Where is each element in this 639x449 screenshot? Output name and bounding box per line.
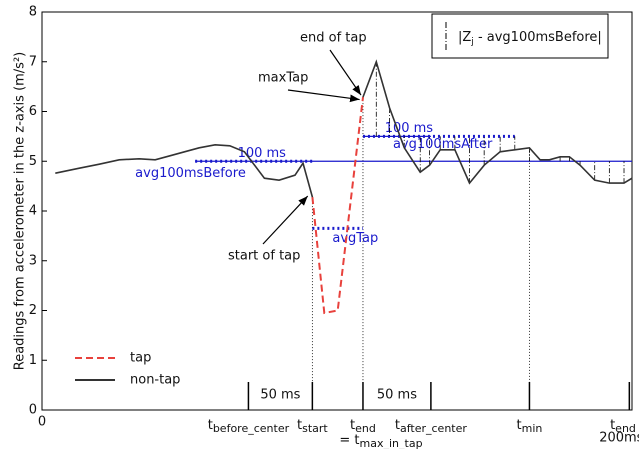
time-marker-label: tbefore_center — [208, 418, 290, 436]
span-label: 50 ms — [377, 388, 417, 403]
y-axis-label: Readings from accelerometer in the z-axi… — [13, 52, 28, 371]
y-tick-label: 4 — [29, 204, 37, 219]
y-tick-label: 8 — [29, 5, 37, 20]
average-label: avg100msAfter — [393, 137, 493, 152]
time-marker-t: t — [208, 418, 213, 433]
y-tick-label: 5 — [29, 154, 37, 169]
y-tick-label: 2 — [29, 303, 37, 318]
span-label: 50 ms — [260, 388, 300, 403]
annotation-text: start of tap — [228, 249, 300, 264]
time-marker-t: t — [350, 418, 355, 433]
legend-box-label: |Zj - avg100msBefore| — [458, 30, 602, 47]
y-tick-label: 7 — [29, 54, 37, 69]
span-label-100: 100 ms — [385, 121, 434, 136]
annotation-arrow — [262, 195, 309, 245]
y-tick-label: 6 — [29, 104, 37, 119]
span-label-100: 100 ms — [238, 146, 287, 161]
time-marker-t: t — [395, 418, 400, 433]
series-line — [311, 96, 364, 315]
y-tick-label: 3 — [29, 253, 37, 268]
legend-box — [431, 13, 609, 59]
average-label: avg100msBefore — [135, 166, 246, 181]
legend-box-sub: j — [470, 37, 474, 47]
legend-label: tap — [130, 351, 151, 366]
legend-label: non-tap — [130, 373, 180, 388]
time-marker-line2-sub: max_in_tap — [360, 437, 423, 449]
x-tick-label: 0 — [38, 415, 46, 430]
series-line — [55, 59, 633, 198]
time-marker-t: t — [610, 418, 615, 433]
time-marker-sub: before_center — [213, 422, 290, 435]
time-marker-label: tend + — [610, 418, 639, 436]
time-marker-label-2: = tmax_in_tap — [339, 433, 422, 449]
time-marker-sub: start — [302, 422, 328, 435]
annotation-arrow — [329, 49, 362, 96]
time-marker-t: t — [297, 418, 302, 433]
time-marker-label: tafter_center — [395, 418, 468, 436]
legend-box-rest: - avg100msBefore| — [474, 30, 602, 45]
y-tick-label: 1 — [29, 353, 37, 368]
time-marker-label: tstart — [297, 418, 328, 436]
time-marker-label-2: 200ms — [599, 431, 639, 446]
time-marker-sub: end — [355, 422, 376, 435]
legend-box-sym: |Z — [458, 30, 471, 45]
annotation-text: end of tap — [300, 31, 367, 46]
average-label: avgTap — [332, 231, 378, 246]
annotation-arrow — [287, 89, 360, 103]
time-marker-t: t — [517, 418, 522, 433]
annotation-text: maxTap — [258, 71, 308, 86]
time-marker-line2: = t — [339, 433, 359, 448]
time-marker-label: tmin — [517, 418, 543, 436]
y-tick-label: 0 — [29, 403, 37, 418]
time-marker-sub: end + — [615, 422, 639, 435]
time-marker-sub: after_center — [400, 422, 467, 435]
time-marker-label: tend — [350, 418, 376, 436]
time-marker-sub: min — [522, 422, 543, 435]
